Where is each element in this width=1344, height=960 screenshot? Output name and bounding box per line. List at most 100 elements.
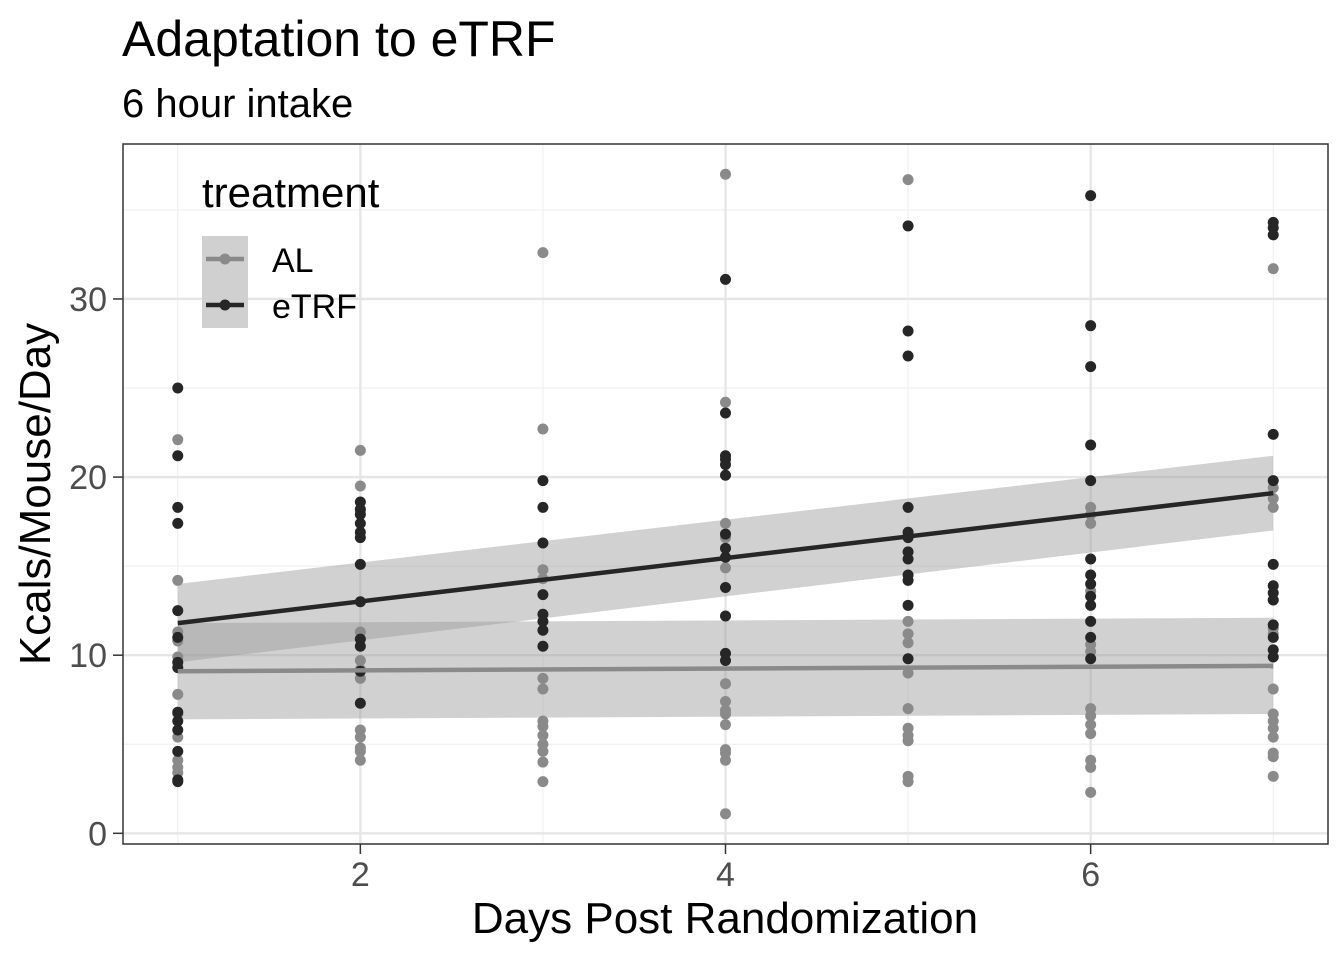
point-al xyxy=(1267,683,1279,695)
point-al xyxy=(902,628,914,640)
point-etrf xyxy=(720,655,731,667)
point-al xyxy=(720,678,731,690)
point-al xyxy=(1267,770,1279,782)
point-etrf xyxy=(354,558,366,570)
chart-title: Adaptation to eTRF xyxy=(122,11,556,67)
point-etrf xyxy=(537,501,549,513)
point-etrf xyxy=(1267,619,1279,631)
point-etrf xyxy=(537,475,549,487)
point-al xyxy=(354,731,366,743)
point-etrf xyxy=(537,624,549,636)
point-etrf xyxy=(172,706,184,718)
legend-point-al xyxy=(219,253,231,265)
point-etrf xyxy=(1085,190,1097,202)
y-tick-label: 0 xyxy=(88,815,107,853)
y-tick-label: 20 xyxy=(69,459,107,497)
point-al xyxy=(354,754,366,766)
point-al xyxy=(172,434,184,446)
point-etrf xyxy=(1267,229,1279,241)
point-al xyxy=(902,703,914,715)
legend-label-etrf: eTRF xyxy=(272,288,357,326)
point-etrf xyxy=(172,605,184,617)
point-al xyxy=(1267,263,1279,275)
point-etrf xyxy=(1267,594,1279,606)
point-al xyxy=(902,637,914,649)
point-etrf xyxy=(354,517,366,529)
point-etrf xyxy=(1267,428,1279,440)
point-etrf xyxy=(537,615,549,627)
fit-lines xyxy=(177,490,1274,674)
legend-title: treatment xyxy=(202,169,380,216)
point-etrf xyxy=(172,450,184,462)
x-axis: 2 4 6 xyxy=(351,844,1100,894)
point-al xyxy=(902,615,914,627)
point-al xyxy=(902,667,914,679)
point-al xyxy=(720,396,731,408)
point-etrf xyxy=(1085,615,1097,627)
point-etrf xyxy=(1085,590,1097,602)
point-etrf xyxy=(537,589,549,601)
point-etrf xyxy=(1085,569,1097,581)
point-etrf xyxy=(172,745,184,757)
point-etrf xyxy=(172,501,184,513)
point-etrf xyxy=(720,582,731,594)
point-al xyxy=(537,745,549,757)
point-al xyxy=(720,517,731,529)
point-etrf xyxy=(172,715,184,727)
fit-line-etrf xyxy=(177,490,1274,626)
y-axis-title: Kcals/Mouse/Day xyxy=(11,323,60,665)
point-etrf xyxy=(902,574,914,586)
point-etrf xyxy=(720,610,731,622)
point-etrf xyxy=(902,553,914,565)
point-etrf xyxy=(902,653,914,665)
point-al xyxy=(354,480,366,492)
point-etrf xyxy=(1085,599,1097,611)
point-al xyxy=(902,776,914,788)
point-etrf xyxy=(354,508,366,520)
point-etrf xyxy=(720,542,731,554)
point-etrf xyxy=(1085,361,1097,373)
point-etrf xyxy=(172,776,184,788)
point-al xyxy=(720,562,731,574)
point-etrf xyxy=(1085,653,1097,665)
x-tick-label: 4 xyxy=(716,856,735,894)
point-etrf xyxy=(172,631,184,643)
point-al xyxy=(720,754,731,766)
point-al xyxy=(1085,761,1097,773)
x-tick-label: 6 xyxy=(1081,856,1100,894)
point-al xyxy=(537,729,549,741)
point-etrf xyxy=(720,407,731,419)
point-etrf xyxy=(902,220,914,232)
point-etrf xyxy=(1085,439,1097,451)
point-etrf xyxy=(537,537,549,549)
point-etrf xyxy=(1085,553,1097,565)
point-al xyxy=(1085,710,1097,722)
point-al xyxy=(537,776,549,788)
point-al xyxy=(1267,492,1279,504)
point-etrf xyxy=(1267,631,1279,643)
point-al xyxy=(537,683,549,695)
x-tick-label: 2 xyxy=(351,856,370,894)
legend-label-al: AL xyxy=(272,242,314,280)
data-points xyxy=(172,168,1279,820)
point-al xyxy=(537,564,549,576)
point-al xyxy=(1085,786,1097,798)
point-al xyxy=(172,688,184,700)
point-etrf xyxy=(172,724,184,736)
point-etrf xyxy=(720,273,731,285)
point-etrf xyxy=(720,469,731,481)
point-etrf xyxy=(902,599,914,611)
point-etrf xyxy=(1085,578,1097,590)
y-axis: 0 10 20 30 xyxy=(69,281,123,853)
y-tick-label: 10 xyxy=(69,637,107,675)
point-al xyxy=(537,423,549,435)
point-al xyxy=(1267,731,1279,743)
point-al xyxy=(720,708,731,720)
chart-subtitle: 6 hour intake xyxy=(122,82,353,126)
point-al xyxy=(1267,501,1279,513)
point-al xyxy=(720,719,731,731)
point-al xyxy=(1085,719,1097,731)
point-al xyxy=(1085,728,1097,740)
point-al xyxy=(172,574,184,586)
